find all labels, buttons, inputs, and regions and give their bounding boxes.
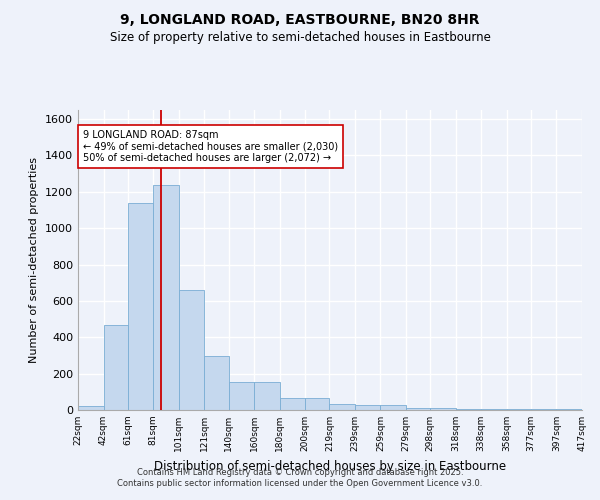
Bar: [455, 409, 481, 410]
Text: 9 LONGLAND ROAD: 87sqm
← 49% of semi-detached houses are smaller (2,030)
50% of : 9 LONGLAND ROAD: 87sqm ← 49% of semi-det…: [83, 130, 338, 163]
Bar: [380, 406, 406, 410]
Bar: [153, 184, 179, 410]
Bar: [305, 398, 329, 410]
Text: Contains HM Land Registry data © Crown copyright and database right 2025.
Contai: Contains HM Land Registry data © Crown c…: [118, 468, 482, 487]
Bar: [531, 409, 556, 410]
Bar: [128, 202, 153, 410]
Bar: [329, 404, 355, 410]
Bar: [78, 406, 104, 410]
Bar: [556, 409, 582, 410]
Y-axis label: Number of semi-detached properties: Number of semi-detached properties: [29, 157, 40, 363]
Bar: [104, 324, 128, 410]
Text: 9, LONGLAND ROAD, EASTBOURNE, BN20 8HR: 9, LONGLAND ROAD, EASTBOURNE, BN20 8HR: [120, 12, 480, 26]
Bar: [355, 406, 380, 410]
Bar: [205, 356, 229, 410]
Bar: [430, 408, 455, 410]
Bar: [179, 290, 205, 410]
Bar: [507, 409, 531, 410]
Bar: [229, 382, 254, 410]
Text: Size of property relative to semi-detached houses in Eastbourne: Size of property relative to semi-detach…: [110, 31, 490, 44]
Bar: [406, 408, 430, 410]
Bar: [481, 409, 507, 410]
Bar: [280, 398, 305, 410]
Bar: [254, 382, 280, 410]
X-axis label: Distribution of semi-detached houses by size in Eastbourne: Distribution of semi-detached houses by …: [154, 460, 506, 472]
